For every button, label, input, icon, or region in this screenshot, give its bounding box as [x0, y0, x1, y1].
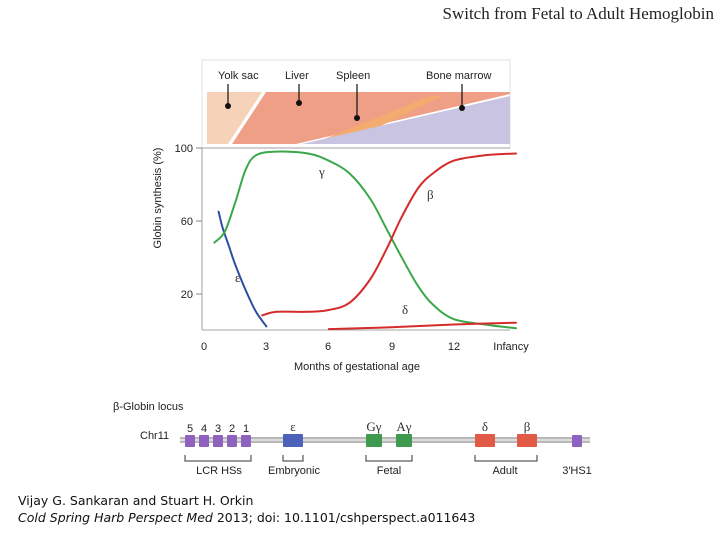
slide-title: Switch from Fetal to Adult Hemoglobin [442, 4, 714, 23]
gene-label-delta: δ [482, 419, 488, 434]
bone-marrow-region [302, 96, 510, 144]
gene-label-g-gamma: Gγ [366, 419, 381, 434]
y-tick-label: 20 [181, 289, 193, 301]
globin-curves [213, 150, 517, 331]
hs-number: 4 [201, 423, 207, 435]
hs1-label: 3′HS1 [562, 465, 592, 477]
x-tick-label: Infancy [493, 341, 529, 353]
lcr-hs-box [199, 435, 209, 447]
delta-curve-label: δ [402, 302, 408, 317]
gene-label-epsilon: ε [290, 419, 296, 434]
embryonic-label: Embryonic [268, 465, 320, 477]
curve-γ [213, 150, 517, 330]
adult-label: Adult [492, 465, 517, 477]
citation-details: 2013; doi: 10.1101/cshperspect.a011643 [212, 510, 476, 525]
bone-marrow-label: Bone marrow [426, 70, 491, 82]
curve-δ [327, 321, 517, 331]
g-gamma-gene-box [366, 434, 382, 447]
adult-bracket [474, 455, 538, 462]
x-tick-label: 9 [389, 341, 395, 353]
beta-gene-box [517, 434, 537, 447]
gene-label-beta: β [524, 419, 531, 434]
locus-title: β-Globin locus [113, 401, 184, 413]
y-tick-label: 100 [175, 143, 193, 155]
x-axis-label: Months of gestational age [294, 361, 420, 373]
yolk-sac-label: Yolk sac [218, 70, 259, 82]
chromosome-label: Chr11 [140, 430, 169, 442]
globin-chart: Globin synthesis (%) 100 60 20 0 3 6 9 1… [152, 143, 529, 373]
embryonic-bracket [282, 455, 304, 462]
y-tick-label: 60 [181, 216, 193, 228]
lcr-hs-box [227, 435, 237, 447]
lcr-hs-box [185, 435, 195, 447]
liver-label: Liver [285, 70, 309, 82]
lcr-hs-box [241, 435, 251, 447]
y-axis-label: Globin synthesis (%) [152, 148, 164, 249]
a-gamma-gene-box [396, 434, 412, 447]
beta-curve-label: β [427, 187, 434, 202]
epsilon-curve-label: ε [235, 270, 241, 285]
hs-number: 3 [215, 423, 221, 435]
citation-authors: Vijay G. Sankaran and Stuart H. Orkin [18, 493, 254, 508]
hs-number: 1 [243, 423, 249, 435]
delta-gene-box [475, 434, 495, 447]
x-tick-label: 3 [263, 341, 269, 353]
citation-journal: Cold Spring Harb Perspect Med [18, 510, 213, 525]
yolk-sac-region [207, 92, 262, 144]
x-tick-label: 6 [325, 341, 331, 353]
fetal-label: Fetal [377, 465, 401, 477]
x-tick-label: 12 [448, 341, 460, 353]
spleen-label: Spleen [336, 70, 370, 82]
gene-label-a-gamma: Aγ [396, 419, 411, 434]
citation-source: Cold Spring Harb Perspect Med 2013; doi:… [18, 509, 475, 526]
curve-ε [217, 210, 268, 328]
lcr-hss-label: LCR HSs [196, 465, 242, 477]
epsilon-gene-box [283, 434, 303, 447]
lcr-hs-box [213, 435, 223, 447]
citation: Vijay G. Sankaran and Stuart H. Orkin Co… [18, 492, 475, 526]
organ-band: Yolk sac Liver Spleen Bone marrow [201, 59, 511, 149]
beta-globin-locus: β-Globin locus Chr11 5 4 3 2 1 ε Gγ Aγ δ… [113, 401, 592, 477]
fetal-bracket [365, 455, 413, 462]
hs1-box [572, 435, 582, 447]
x-tick-label: 0 [201, 341, 207, 353]
lcr-bracket [184, 455, 252, 462]
spleen-region [322, 96, 442, 140]
hs-number: 5 [187, 423, 193, 435]
curve-β [261, 152, 517, 317]
gamma-curve-label: γ [318, 164, 325, 179]
hs-number: 2 [229, 423, 235, 435]
